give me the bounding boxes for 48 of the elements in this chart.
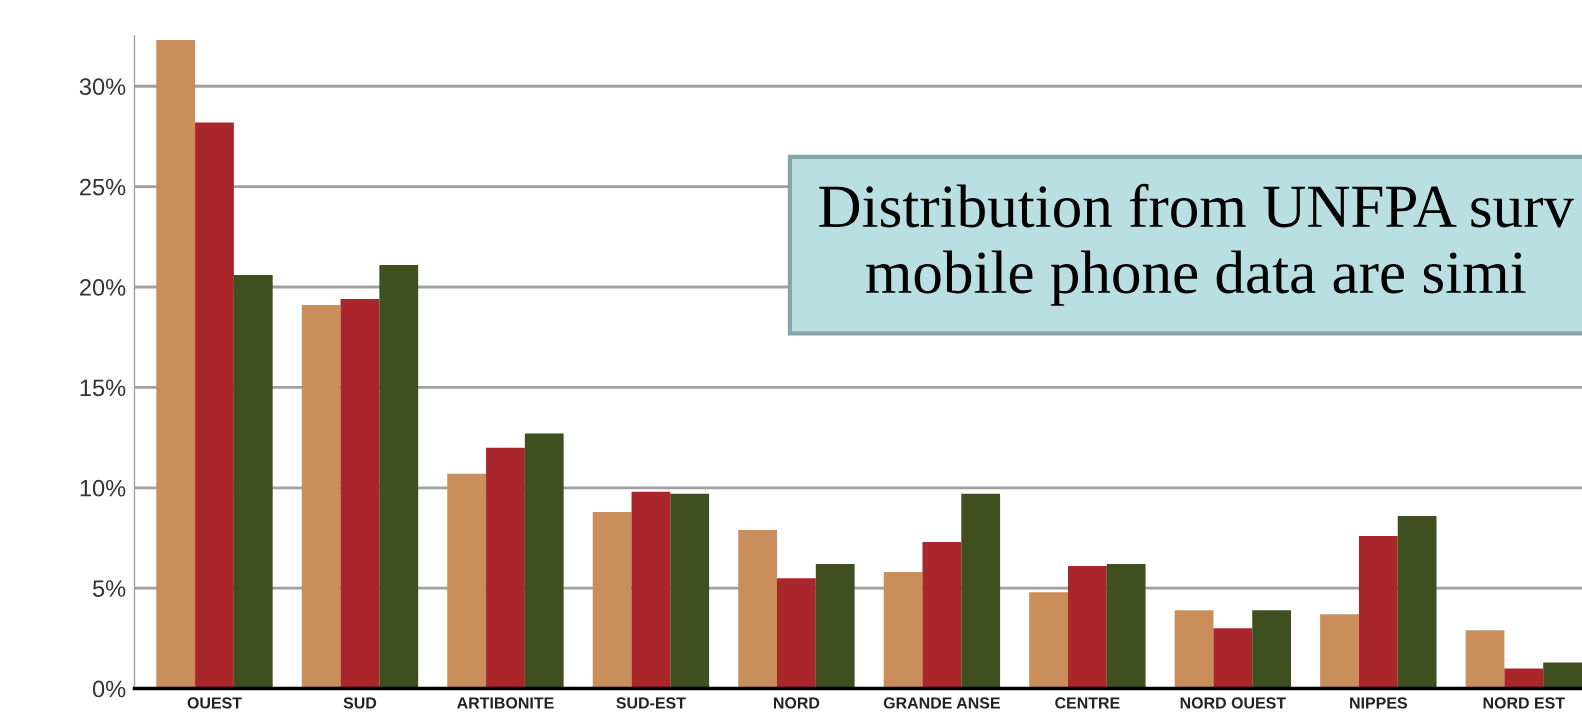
- bar: [1213, 628, 1253, 689]
- bar: [1106, 564, 1146, 689]
- y-tick-label: 30%: [79, 78, 126, 96]
- x-tick-label: SUD-EST: [616, 697, 686, 709]
- bar: [233, 274, 273, 689]
- x-tick-label: ARTIBONITE: [457, 697, 554, 709]
- bar: [301, 305, 341, 689]
- x-tick-label: NORD EST: [1483, 697, 1565, 709]
- x-tick-label: GRANDE ANSE: [883, 697, 1000, 709]
- bar: [1067, 566, 1107, 689]
- bar: [1174, 610, 1214, 689]
- y-tick-label: 10%: [80, 479, 126, 497]
- bar: [1504, 668, 1544, 689]
- bar: [592, 511, 632, 689]
- x-tick-label: NORD OUEST: [1180, 697, 1286, 709]
- bar: [486, 447, 525, 689]
- bar: [1029, 592, 1068, 689]
- y-tick-label: 5%: [92, 580, 126, 597]
- bar: [815, 564, 855, 689]
- bar: [738, 529, 778, 689]
- bar: [883, 572, 923, 689]
- y-tick-label: 0%: [92, 680, 126, 698]
- annotation: Distribution from UNFPA surv mobile phone data are simi: [819, 183, 1575, 306]
- x-tick-label: SUD: [343, 697, 377, 709]
- bar: [195, 122, 234, 689]
- bar: [340, 299, 380, 689]
- y-tick-label: 20%: [80, 279, 126, 296]
- bar: [1543, 662, 1582, 689]
- bar: [1465, 630, 1505, 689]
- bar: [1320, 614, 1359, 689]
- bar: [1397, 515, 1437, 689]
- y-tick-label: 15%: [80, 379, 126, 397]
- x-tick-label: NIPPES: [1350, 697, 1407, 709]
- x-tick-label: NORD: [773, 697, 820, 709]
- bar: [447, 473, 487, 689]
- bar: [631, 491, 671, 689]
- bar: [670, 493, 710, 689]
- bar: [777, 578, 816, 689]
- bar: [1252, 610, 1292, 689]
- y-tick-label: 25%: [80, 178, 126, 196]
- x-tick-label: OUEST: [187, 697, 242, 709]
- bar: [1358, 535, 1398, 689]
- x-tick-label: CENTRE: [1055, 697, 1120, 709]
- bar: [379, 264, 419, 689]
- bar: [156, 40, 196, 689]
- bar: [524, 433, 564, 689]
- bar: [922, 541, 962, 689]
- bar: [961, 493, 1001, 689]
